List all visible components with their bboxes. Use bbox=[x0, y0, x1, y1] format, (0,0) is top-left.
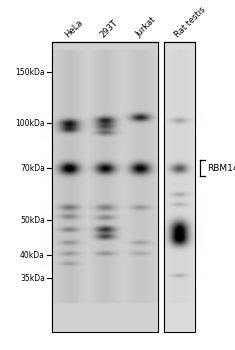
Text: 293T: 293T bbox=[99, 18, 120, 39]
Text: 100kDa: 100kDa bbox=[15, 119, 45, 128]
Bar bbox=[52, 42, 158, 332]
Text: 50kDa: 50kDa bbox=[20, 216, 45, 225]
Bar bbox=[164, 42, 195, 332]
Text: 35kDa: 35kDa bbox=[20, 274, 45, 283]
Text: 40kDa: 40kDa bbox=[20, 251, 45, 260]
Text: 150kDa: 150kDa bbox=[15, 68, 45, 77]
Text: 70kDa: 70kDa bbox=[20, 164, 45, 173]
Text: RBM14: RBM14 bbox=[207, 164, 235, 173]
Text: Rat testis: Rat testis bbox=[173, 5, 208, 39]
Text: Jurkat: Jurkat bbox=[134, 15, 158, 39]
Text: HeLa: HeLa bbox=[63, 18, 85, 39]
